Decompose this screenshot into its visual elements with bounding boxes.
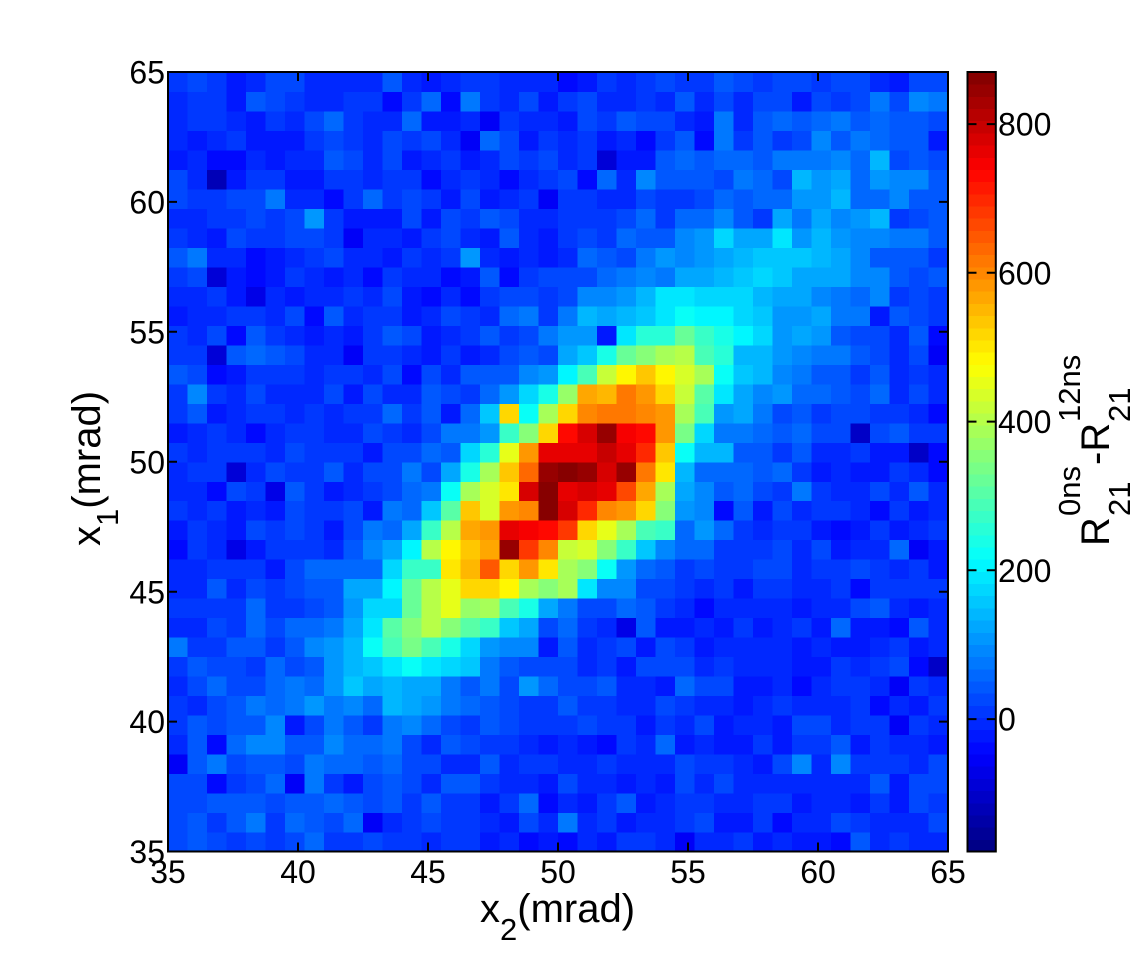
svg-text:x2(mrad): x2(mrad) xyxy=(480,887,635,947)
svg-text:65: 65 xyxy=(129,55,165,91)
svg-text:60: 60 xyxy=(800,854,836,890)
svg-text:45: 45 xyxy=(129,574,165,610)
svg-text:50: 50 xyxy=(129,444,165,480)
svg-text:50: 50 xyxy=(540,854,576,890)
svg-text:65: 65 xyxy=(930,854,966,890)
svg-text:800: 800 xyxy=(998,107,1051,143)
svg-text:400: 400 xyxy=(998,404,1051,440)
svg-text:60: 60 xyxy=(129,185,165,221)
svg-text:21: 21 xyxy=(1102,388,1137,422)
svg-text:40: 40 xyxy=(129,704,165,740)
svg-text:35: 35 xyxy=(129,834,165,870)
svg-text:40: 40 xyxy=(280,854,316,890)
svg-text:x1(mrad): x1(mrad) xyxy=(65,391,125,546)
svg-text:45: 45 xyxy=(410,854,446,890)
svg-text:0: 0 xyxy=(998,702,1016,738)
svg-text:55: 55 xyxy=(670,854,706,890)
svg-text:12ns: 12ns xyxy=(1052,355,1087,422)
svg-text:21: 21 xyxy=(1102,482,1137,516)
svg-text:55: 55 xyxy=(129,314,165,350)
svg-text:R: R xyxy=(1074,517,1118,546)
svg-text:35: 35 xyxy=(150,854,186,890)
svg-text:600: 600 xyxy=(998,255,1051,291)
svg-text:-R: -R xyxy=(1074,423,1118,465)
svg-text:0ns: 0ns xyxy=(1052,466,1087,516)
svg-text:200: 200 xyxy=(998,553,1051,589)
